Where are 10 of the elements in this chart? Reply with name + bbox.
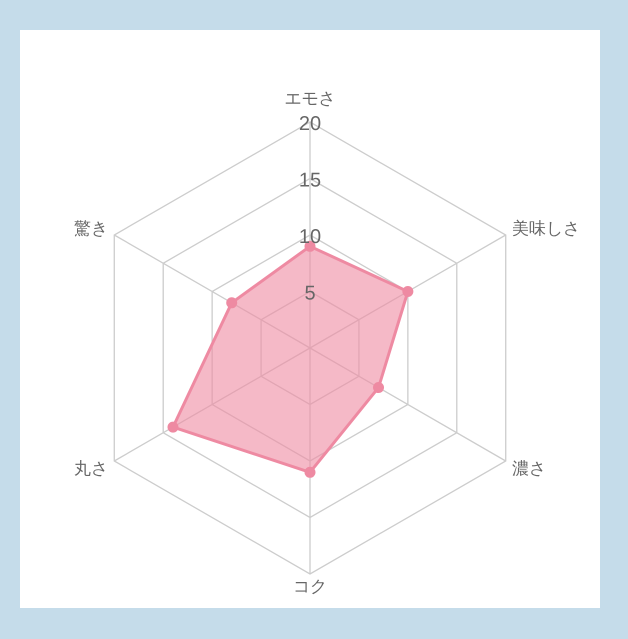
- y-tick-label: 5: [304, 282, 316, 304]
- spoke-label: コク: [293, 577, 327, 597]
- y-tick-label: 15: [298, 170, 322, 192]
- y-tick-label: 20: [298, 113, 322, 135]
- spoke-label: エモさ: [284, 89, 336, 109]
- spoke-label: 美味しさ: [512, 219, 580, 239]
- spoke-label: 驚き: [74, 219, 108, 239]
- spoke-label: 濃さ: [512, 459, 546, 479]
- spoke-label: 丸さ: [74, 459, 108, 479]
- y-tick-label: 10: [298, 226, 322, 248]
